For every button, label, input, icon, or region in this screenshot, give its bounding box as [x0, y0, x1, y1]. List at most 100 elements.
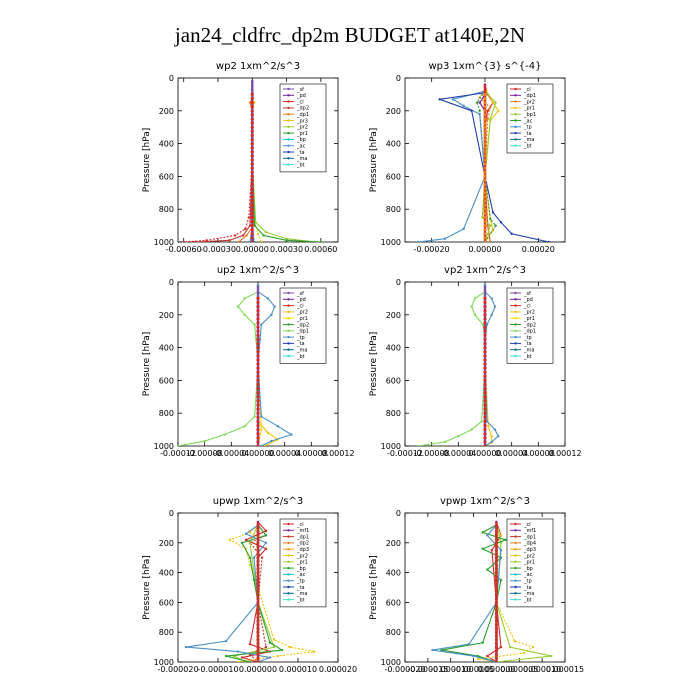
y-tick-label: 400 [159, 140, 174, 149]
zero-profile-marker [256, 432, 260, 436]
series-point [228, 239, 231, 242]
series-point [481, 641, 484, 644]
series-line-pr2 [478, 524, 535, 662]
zero-profile-marker [483, 374, 487, 378]
legend-box [506, 518, 554, 608]
zero-profile-marker [494, 645, 499, 649]
zero-profile-marker [494, 641, 499, 645]
series-point [241, 234, 245, 237]
legend-marker [514, 87, 517, 91]
series-point [178, 444, 180, 446]
legend-marker [287, 150, 290, 154]
legend-label: _pr1 [296, 316, 308, 322]
zero-profile-marker [256, 333, 260, 337]
legend-marker [514, 113, 517, 116]
zero-profile-marker [250, 183, 254, 187]
x-tick-label: 0.00004 [268, 449, 301, 458]
series-point [491, 211, 495, 214]
legend-marker [287, 335, 290, 339]
legend-marker [514, 94, 517, 97]
series-point [236, 660, 240, 662]
x-tick-label: -0.000005 [453, 665, 494, 674]
x-tick-label: 0.000010 [523, 665, 561, 674]
series-point [256, 232, 260, 235]
series-point [243, 297, 246, 300]
zero-profile-marker [256, 548, 260, 552]
zero-profile-marker [483, 224, 487, 228]
zero-profile-marker [250, 191, 254, 195]
x-tick-label: -0.00012 [160, 449, 196, 458]
series-point [276, 425, 280, 428]
y-tick-label: 600 [386, 376, 401, 385]
legend-marker [287, 291, 290, 295]
zero-profile-marker [483, 183, 487, 187]
series-point [490, 297, 493, 300]
zero-profile-marker [250, 92, 254, 96]
x-tick-label: 0.000015 [546, 665, 584, 674]
legend-label: _pd [523, 297, 533, 303]
series-point [510, 232, 513, 235]
legend-marker [514, 342, 517, 345]
zero-profile-marker [256, 423, 260, 428]
zero-profile-marker [250, 137, 254, 142]
zero-profile-marker [483, 219, 487, 224]
zero-profile-marker [256, 582, 260, 586]
zero-profile-marker [494, 593, 499, 597]
series-point [494, 101, 497, 104]
series-point [245, 234, 248, 237]
series-point [550, 654, 553, 658]
series-point [252, 578, 256, 582]
legend-marker [514, 579, 517, 582]
zero-profile-marker [483, 415, 487, 419]
legend-marker [514, 329, 517, 332]
legend-label: _mf1 [523, 528, 536, 534]
series-point [490, 313, 493, 316]
x-tick-label: 0.00008 [295, 449, 328, 458]
zero-profile-marker [256, 428, 260, 432]
zero-profile-marker [483, 105, 487, 109]
zero-profile-marker [256, 403, 260, 407]
zero-profile-marker [256, 593, 260, 597]
zero-profile-marker [256, 638, 260, 642]
legend-label: _pd [296, 93, 306, 99]
y-tick-label: 0 [169, 509, 174, 518]
legend-marker [514, 125, 517, 128]
zero-profile-marker [256, 537, 260, 541]
zero-profile-marker [483, 96, 487, 101]
x-tick-label: -0.00004 [440, 449, 476, 458]
y-tick-label: 600 [159, 598, 174, 607]
legend-marker [287, 541, 290, 545]
zero-profile-marker [483, 162, 487, 166]
y-tick-label: 200 [159, 107, 174, 116]
legend-marker [514, 585, 517, 589]
series-point [462, 227, 465, 231]
series-point [253, 224, 256, 227]
zero-profile-marker [483, 228, 487, 232]
series-point [243, 425, 246, 428]
legend-marker [287, 548, 290, 551]
zero-profile-marker [256, 630, 260, 634]
zero-profile-marker [256, 541, 260, 545]
zero-profile-marker [256, 559, 260, 564]
series-point [273, 305, 276, 308]
zero-profile-marker [256, 578, 260, 582]
series-point [470, 428, 473, 431]
series-point [491, 101, 495, 104]
series-point [480, 420, 483, 423]
series-point [248, 642, 252, 646]
zero-profile-marker [250, 96, 254, 101]
series-group [184, 520, 316, 662]
y-tick-label: 1000 [381, 442, 401, 451]
series-point [489, 106, 492, 109]
series-point [470, 305, 473, 308]
zero-profile-marker [250, 133, 254, 137]
y-axis-label: Pressure [hPa] [142, 128, 152, 193]
zero-profile-marker [483, 109, 487, 113]
series-line-dp2 [195, 94, 253, 242]
plot-frame [404, 512, 566, 663]
legend-label: _bt [296, 597, 305, 603]
legend-box [279, 518, 327, 608]
legend-label: _bp [296, 566, 306, 572]
zero-profile-marker [256, 645, 260, 649]
